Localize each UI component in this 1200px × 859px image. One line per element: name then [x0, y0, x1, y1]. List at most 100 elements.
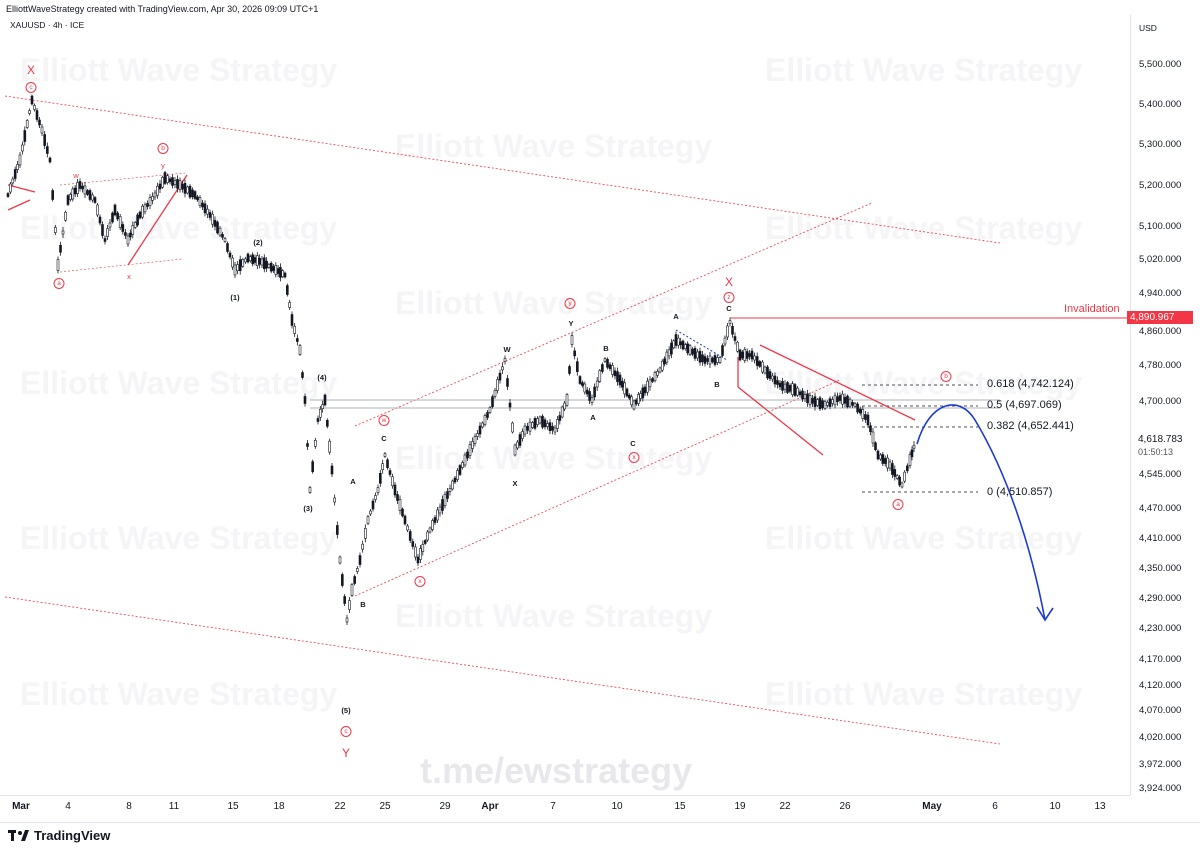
- candle-body: [608, 364, 612, 369]
- candle-body: [343, 596, 346, 604]
- watermark-text: Elliott Wave Strategy: [20, 520, 338, 556]
- candle-body: [48, 157, 52, 163]
- candle-body: [618, 374, 622, 386]
- candle-body: [836, 396, 839, 402]
- candle-body: [543, 419, 547, 428]
- candle-body: [86, 190, 89, 195]
- candle-body: [161, 176, 164, 188]
- candle-body: [556, 419, 559, 429]
- candle-body: [718, 357, 722, 363]
- candle-body: [43, 134, 46, 146]
- candle-body: [443, 494, 447, 506]
- candle-body: [374, 495, 377, 500]
- candle-body: [330, 465, 334, 475]
- candle-body: [503, 358, 507, 362]
- candle-body: [679, 341, 682, 346]
- candle-body: [456, 470, 459, 480]
- candle-body: [634, 399, 638, 405]
- candle-body: [451, 480, 454, 490]
- candle-body: [481, 422, 484, 428]
- candle-body: [573, 350, 576, 357]
- date-tick: 7: [550, 801, 556, 812]
- candle-body: [879, 454, 882, 460]
- wave-label: (1): [230, 293, 240, 302]
- candle-body: [91, 194, 94, 201]
- candle-body: [286, 285, 289, 295]
- candle-body: [166, 175, 169, 183]
- candle-body: [601, 364, 604, 372]
- candle-body: [428, 527, 432, 533]
- candle-body: [296, 338, 299, 342]
- candle-body: [553, 427, 557, 433]
- candle-body: [288, 302, 291, 308]
- candle-body: [763, 366, 767, 374]
- candle-body: [660, 360, 664, 371]
- date-tick: 10: [1049, 801, 1061, 812]
- wave-label-circled: a: [892, 499, 904, 510]
- candle-body: [691, 348, 694, 355]
- candle-body: [508, 402, 512, 408]
- candle-body: [406, 525, 409, 531]
- date-tick: 19: [734, 801, 746, 812]
- candle-body: [88, 190, 92, 200]
- candle-body: [706, 358, 709, 362]
- watermark-text: Elliott Wave Strategy: [20, 365, 338, 401]
- candle-body: [141, 205, 144, 218]
- candle-body: [677, 337, 680, 346]
- watermark-text: Elliott Wave Strategy: [395, 128, 713, 164]
- candle-body: [513, 444, 517, 456]
- candle-body: [124, 232, 127, 236]
- price-tick: 4,170.000: [1139, 654, 1182, 665]
- candle-body: [748, 353, 751, 357]
- symbol-label[interactable]: XAUUSD · 4h · ICE: [10, 20, 85, 30]
- candle-body: [531, 422, 534, 428]
- candle-body: [191, 189, 194, 198]
- candle-body: [637, 394, 640, 404]
- candle-body: [593, 386, 596, 398]
- candle-body: [201, 202, 204, 208]
- time-axis[interactable]: [0, 795, 1130, 820]
- candle-body: [793, 384, 797, 396]
- wave-label: B: [360, 600, 366, 609]
- wedge-upper-line: [759, 344, 916, 421]
- candle-body: [639, 393, 642, 399]
- date-tick: 18: [273, 801, 285, 812]
- candle-body: [16, 164, 19, 170]
- candle-body: [246, 253, 250, 263]
- tradingview-logo[interactable]: TradingView: [8, 828, 110, 843]
- candle-body: [811, 398, 814, 404]
- candle-body: [446, 491, 449, 499]
- candle-body: [276, 268, 280, 274]
- watermark-text: Elliott Wave Strategy: [395, 598, 713, 634]
- candle-body: [667, 349, 671, 357]
- candle-body: [314, 440, 317, 447]
- wave-label: (4): [317, 373, 327, 382]
- candle-body: [738, 349, 742, 361]
- candle-body: [731, 325, 734, 335]
- candle-body: [788, 385, 792, 392]
- chart-pane[interactable]: [0, 15, 1131, 795]
- wave-label: X: [512, 479, 518, 488]
- candle-body: [823, 401, 827, 409]
- date-tick: 6: [992, 801, 998, 812]
- date-tick: 22: [779, 801, 791, 812]
- candle-body: [693, 348, 697, 359]
- currency-label: USD: [1139, 23, 1157, 33]
- candle-body: [674, 334, 678, 346]
- candle-body: [338, 556, 342, 564]
- candle-body: [371, 500, 375, 510]
- candle-body: [758, 361, 762, 367]
- candle-body: [431, 520, 434, 530]
- candle-body: [590, 397, 594, 403]
- wave-label: Y: [341, 746, 351, 760]
- candle-body: [903, 471, 906, 482]
- candle-body: [461, 462, 464, 468]
- candle-body: [881, 454, 885, 464]
- date-tick: 22: [334, 801, 346, 812]
- candle-body: [196, 196, 199, 201]
- candle-body: [771, 375, 774, 380]
- candle-body: [632, 400, 636, 410]
- candle-body: [267, 264, 271, 268]
- candle-body: [883, 458, 887, 464]
